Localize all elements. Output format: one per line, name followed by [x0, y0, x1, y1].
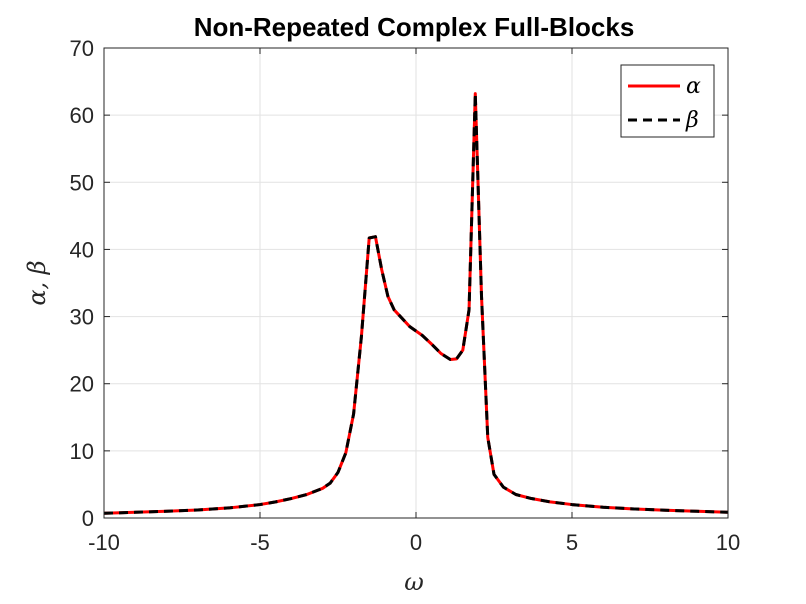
axis-ticks: -10 -5 0 5 10 0 10 20 30 40 50 60 70: [70, 36, 741, 555]
x-tick-label: -10: [88, 530, 120, 555]
y-tick-label: 30: [70, 305, 94, 330]
y-tick-label: 0: [82, 506, 94, 531]
x-tick-label: 5: [566, 530, 578, 555]
y-tick-label: 40: [70, 237, 94, 262]
x-axis-label: ω: [404, 568, 424, 596]
y-tick-label: 10: [70, 439, 94, 464]
y-tick-label: 70: [70, 36, 94, 61]
x-tick-label: -5: [250, 530, 270, 555]
x-tick-label: 0: [410, 530, 422, 555]
legend-beta-label: β: [685, 108, 699, 133]
x-tick-label: 10: [716, 530, 740, 555]
legend-box: [620, 64, 715, 138]
legend: α β: [620, 64, 715, 138]
plot-series: [103, 92, 729, 515]
series-beta-line: [103, 92, 729, 515]
y-tick-label: 50: [70, 170, 94, 195]
y-axis-label: α, β: [23, 260, 51, 305]
y-tick-label: 20: [70, 372, 94, 397]
y-tick-label: 60: [70, 103, 94, 128]
chart-title: Non-Repeated Complex Full-Blocks: [194, 12, 635, 42]
legend-alpha-label: α: [686, 74, 701, 99]
